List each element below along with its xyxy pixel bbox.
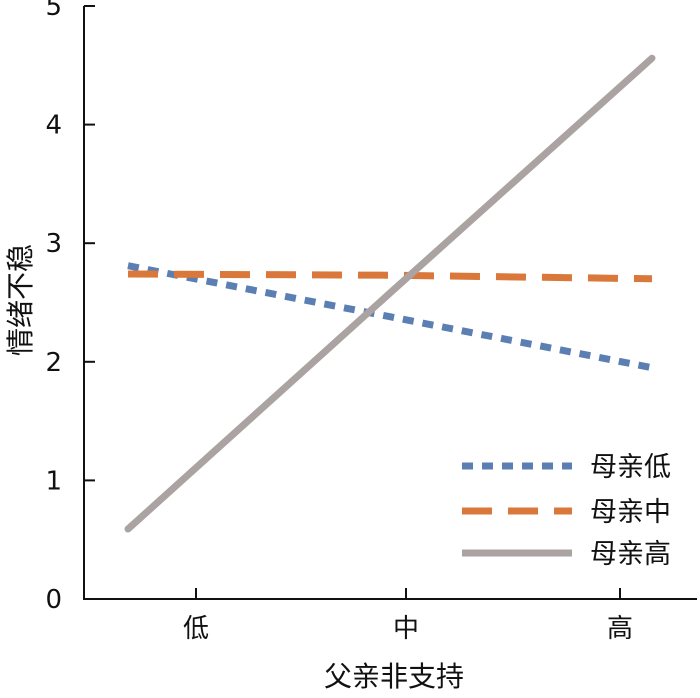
x-tick-label: 低 bbox=[183, 614, 209, 644]
legend-label: 母亲高 bbox=[590, 539, 671, 570]
y-tick-label: 0 bbox=[45, 585, 62, 615]
x-tick-label: 高 bbox=[607, 614, 633, 644]
series-line-2 bbox=[127, 270, 653, 283]
legend-label: 母亲中 bbox=[590, 497, 671, 528]
series-lines bbox=[124, 54, 656, 533]
y-tick-label: 2 bbox=[45, 348, 62, 378]
y-tick-label: 5 bbox=[45, 0, 62, 22]
legend-label: 母亲低 bbox=[590, 452, 671, 483]
y-tick-label: 1 bbox=[45, 466, 62, 496]
series-line-1 bbox=[127, 262, 653, 372]
y-axis-title: 情绪不稳 bbox=[4, 244, 37, 356]
x-tick-label: 中 bbox=[393, 614, 419, 644]
x-ticks: 低中高 bbox=[183, 588, 633, 644]
y-tick-label: 3 bbox=[45, 229, 62, 259]
x-axis-title: 父亲非支持 bbox=[324, 660, 464, 693]
y-ticks: 0 1 2 3 4 5 bbox=[45, 0, 95, 615]
axes bbox=[83, 6, 697, 600]
y-tick-label: 4 bbox=[45, 111, 62, 141]
series-line-3 bbox=[124, 54, 656, 533]
